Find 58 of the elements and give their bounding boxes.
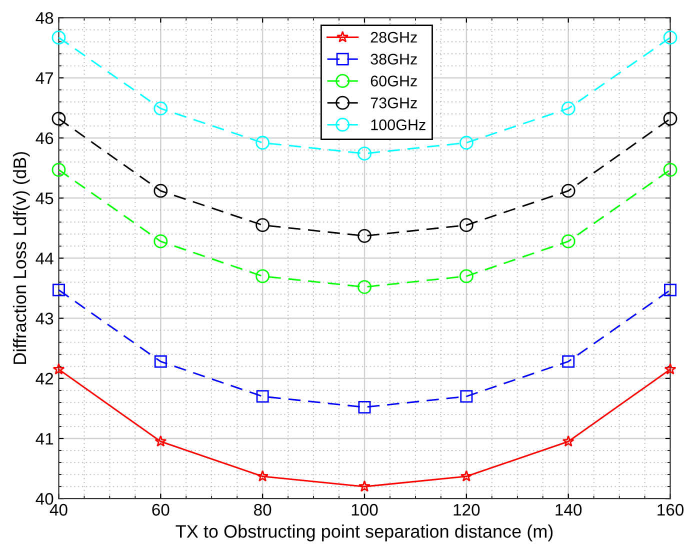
point [256,390,269,403]
point [664,363,676,375]
point [256,136,270,150]
legend-label: 73GHz [370,98,417,108]
x-axis-title: TX to Obstructing point separation distance (m) [176,524,553,542]
point [663,162,678,177]
y-axis-title: Diffraction Loss Ldf(v) (dB) [12,152,30,364]
point [52,112,66,126]
point [154,102,168,116]
legend-label: 100GHz [371,119,426,130]
y-tick-label: 40 [36,493,54,505]
x-tick-label: 40 [50,504,68,516]
point [256,470,269,482]
point [154,234,168,248]
x-tick-label: 120 [454,504,480,516]
x-tick-label: 140 [556,504,582,516]
point [663,112,678,126]
point [154,184,168,198]
point [256,218,270,232]
point [562,355,575,368]
y-tick-label: 42 [36,372,54,384]
point [562,435,574,447]
point [358,146,372,161]
point [358,280,372,294]
point [459,269,474,284]
legend-label: 38GHz [370,54,417,65]
y-tick-label: 45 [36,192,54,204]
point [358,228,372,243]
point [52,284,65,296]
point [459,136,474,150]
y-tick-label: 41 [36,433,54,445]
point [663,30,678,45]
legend-label: 28GHz [370,32,417,43]
point [154,435,167,447]
point [460,390,473,403]
x-tick-label: 100 [352,504,378,516]
x-tick-label: 80 [254,504,272,516]
point [52,30,66,45]
point [358,480,370,492]
point [358,400,371,414]
point [459,218,474,232]
point [561,184,576,198]
point [460,470,472,482]
point [154,355,167,368]
y-tick-label: 44 [36,252,54,264]
y-tick-label: 48 [36,12,54,24]
point [52,363,65,375]
y-tick-label: 43 [36,312,54,324]
y-tick-label: 47 [36,72,54,84]
point [256,269,270,284]
legend-label: 60GHz [370,76,417,86]
y-tick-label: 46 [36,132,54,144]
point [561,102,576,116]
point [561,234,576,248]
x-tick-label: 160 [658,504,684,516]
point [664,284,677,296]
x-tick-label: 60 [152,504,170,516]
point [52,162,66,177]
